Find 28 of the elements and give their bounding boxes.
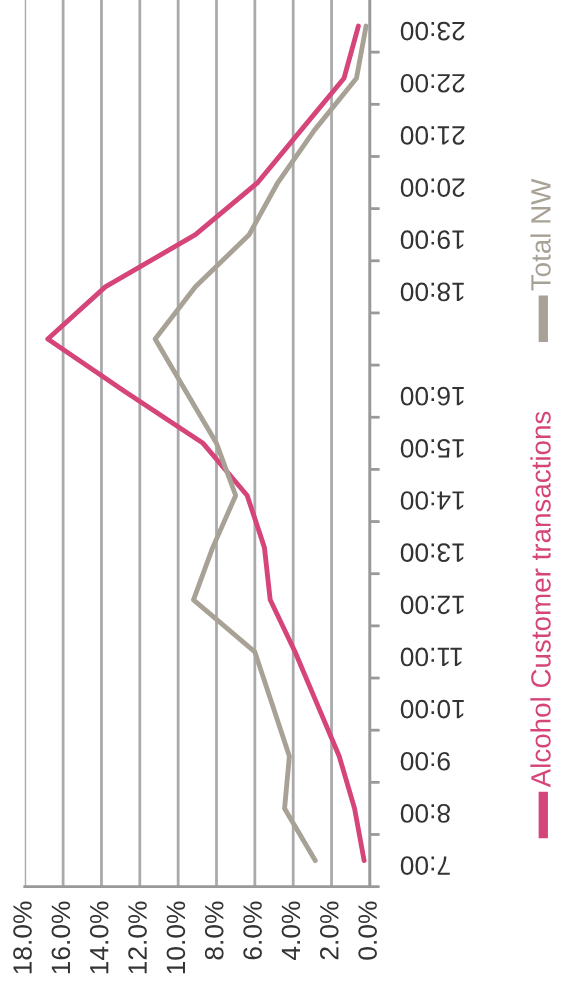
x-tick-label: 8.0% [204, 901, 224, 960]
x-tick-label: 2.0% [319, 901, 339, 960]
y-tick-label: 7:00 [400, 856, 450, 875]
y-tick-label: 13:00 [400, 543, 464, 562]
text: Alcohol Customer transactions [530, 411, 551, 788]
x-tick-label: 10.0% [166, 901, 186, 974]
y-tick-label: 19:00 [400, 230, 464, 250]
x-tick-label: 16.0% [51, 901, 71, 974]
y-tick-label: 10:00 [400, 699, 464, 719]
y-tick-label: 15:00 [400, 438, 464, 458]
x-tick-label: 0.0% [358, 901, 377, 960]
y-tick-label: 12:00 [400, 595, 464, 615]
x-tick-label: 6.0% [243, 901, 262, 960]
x-tick-label: 18.0% [13, 901, 32, 974]
y-tick-label: 18:00 [400, 282, 464, 302]
y-tick-label: 20:00 [400, 178, 465, 197]
y-tick-label: 14:00 [400, 491, 464, 510]
y-tick-label: 16:00 [400, 386, 464, 406]
x-tick-label: 4.0% [281, 901, 301, 961]
x-tick-label: 12.0% [128, 901, 147, 974]
x-tick-label: 14.0% [89, 901, 109, 974]
y-tick-label: 11:00 [400, 647, 462, 667]
y-tick-label: 23:00 [400, 21, 465, 41]
y-tick-label: 8:00 [400, 804, 450, 823]
y-tick-label: 22:00 [400, 73, 465, 93]
y-tick-label: 9:00 [400, 751, 450, 771]
y-tick-label: 21:00 [400, 126, 465, 145]
text: Total NW [530, 178, 551, 291]
